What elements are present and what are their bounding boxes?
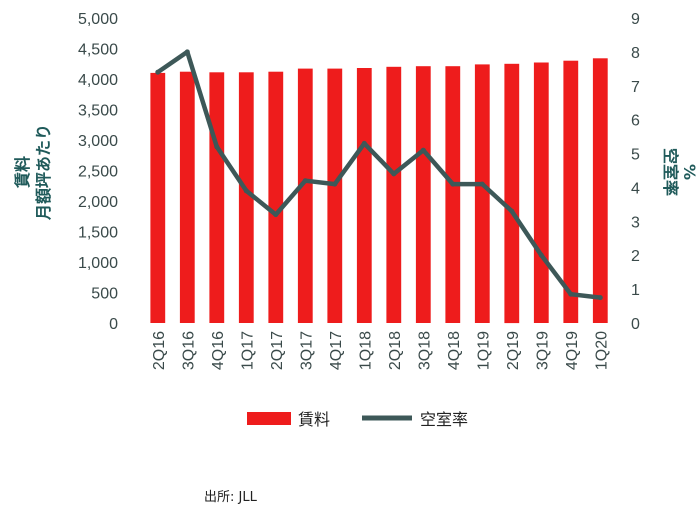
right-axis-title-line1: 空室率 <box>661 148 680 196</box>
left-tick-label: 3,500 <box>78 103 118 120</box>
left-axis-ticks: 0 500 1,000 1,500 2,000 2,500 3,000 3,500 4,000 4… <box>78 11 118 333</box>
x-tick-label: 2Q16 <box>151 331 168 370</box>
legend-swatch-rent <box>247 412 291 425</box>
source-note: 出所: JLL <box>204 490 257 505</box>
x-tick-label: 4Q16 <box>210 331 227 370</box>
left-tick-label: 3,000 <box>78 133 118 150</box>
right-tick-label: 7 <box>631 79 640 96</box>
rent-bar-1Q19 <box>474 64 490 324</box>
left-tick-label: 4,500 <box>78 42 118 59</box>
line-series <box>155 49 603 301</box>
vacancy-point-1Q17 <box>243 188 249 194</box>
right-tick-label: 2 <box>631 248 640 265</box>
right-tick-label: 1 <box>631 282 640 299</box>
right-tick-label: 0 <box>631 316 640 333</box>
vacancy-point-2Q17 <box>273 212 279 218</box>
vacancy-point-3Q16 <box>184 49 190 55</box>
vacancy-point-2Q19 <box>509 208 515 214</box>
x-tick-label: 2Q19 <box>505 331 522 370</box>
right-tick-label: 4 <box>631 180 640 197</box>
x-tick-label: 2Q17 <box>269 331 286 370</box>
right-tick-label: 6 <box>631 113 640 130</box>
rent-bar-2Q17 <box>268 71 284 323</box>
legend: 賃料 空室率 <box>247 410 468 429</box>
left-tick-label: 2,000 <box>78 194 118 211</box>
left-axis-title-line1: 賃料 <box>13 156 32 189</box>
rent-bar-2Q16 <box>150 72 166 324</box>
vacancy-point-3Q19 <box>538 252 544 258</box>
left-tick-label: 2,500 <box>78 164 118 181</box>
legend-label-vacancy: 空室率 <box>420 410 468 429</box>
rent-bar-1Q20 <box>592 58 608 324</box>
left-tick-label: 5,000 <box>78 11 118 28</box>
left-tick-label: 500 <box>91 286 118 303</box>
rent-bar-2Q18 <box>386 66 402 324</box>
vacancy-point-2Q18 <box>391 171 397 177</box>
x-tick-label: 1Q20 <box>593 331 610 370</box>
right-tick-label: 8 <box>631 45 640 62</box>
x-tick-label: 1Q18 <box>357 331 374 370</box>
rent-bar-1Q17 <box>238 72 254 323</box>
right-tick-label: 9 <box>631 11 640 28</box>
left-tick-label: 4,000 <box>78 72 118 89</box>
rent-bar-3Q17 <box>297 68 313 323</box>
vacancy-point-4Q18 <box>450 181 456 187</box>
rent-bar-3Q16 <box>179 71 195 323</box>
vacancy-point-4Q19 <box>568 291 574 297</box>
x-tick-label: 3Q16 <box>180 331 197 370</box>
vacancy-line <box>155 49 603 300</box>
vacancy-point-3Q18 <box>420 147 426 153</box>
x-tick-label: 4Q18 <box>446 331 463 370</box>
x-tick-label: 1Q17 <box>239 331 256 370</box>
legend-label-rent: 賃料 <box>298 410 330 429</box>
bar-series <box>150 58 608 324</box>
rent-bar-3Q19 <box>533 62 549 323</box>
vacancy-point-1Q20 <box>597 295 603 301</box>
x-tick-label: 1Q19 <box>475 331 492 370</box>
left-tick-label: 0 <box>109 316 118 333</box>
rent-bar-4Q17 <box>327 68 343 323</box>
vacancy-point-2Q16 <box>155 69 161 75</box>
right-axis-ticks: 0 1 2 3 4 5 6 7 8 9 <box>631 11 640 333</box>
vacancy-point-1Q19 <box>479 181 485 187</box>
rent-bar-4Q16 <box>209 72 225 323</box>
left-tick-label: 1,500 <box>78 225 118 242</box>
left-axis-title-line2: 月額坪あたり <box>34 124 53 221</box>
vacancy-point-1Q18 <box>361 140 367 146</box>
right-axis-title-line2: % <box>680 164 699 180</box>
right-tick-label: 5 <box>631 147 640 164</box>
x-tick-label: 2Q18 <box>387 331 404 370</box>
x-axis-ticks: 2Q16 3Q16 4Q16 1Q17 2Q17 3Q17 4Q17 1Q18 2Q18 3Q18… <box>151 331 610 370</box>
rent-bar-1Q18 <box>356 68 372 323</box>
x-tick-label: 4Q19 <box>564 331 581 370</box>
x-tick-label: 3Q17 <box>298 331 315 370</box>
x-tick-label: 4Q17 <box>328 331 345 370</box>
rent-bar-4Q19 <box>563 60 579 323</box>
rent-bar-2Q19 <box>504 63 520 324</box>
vacancy-point-3Q17 <box>302 178 308 184</box>
rent-bar-3Q18 <box>415 66 431 323</box>
rent-bar-4Q18 <box>445 66 461 323</box>
right-tick-label: 3 <box>631 214 640 231</box>
left-tick-label: 1,000 <box>78 255 118 272</box>
x-tick-label: 3Q19 <box>534 331 551 370</box>
vacancy-point-4Q16 <box>214 144 220 150</box>
vacancy-point-4Q17 <box>332 181 338 187</box>
x-tick-label: 3Q18 <box>416 331 433 370</box>
